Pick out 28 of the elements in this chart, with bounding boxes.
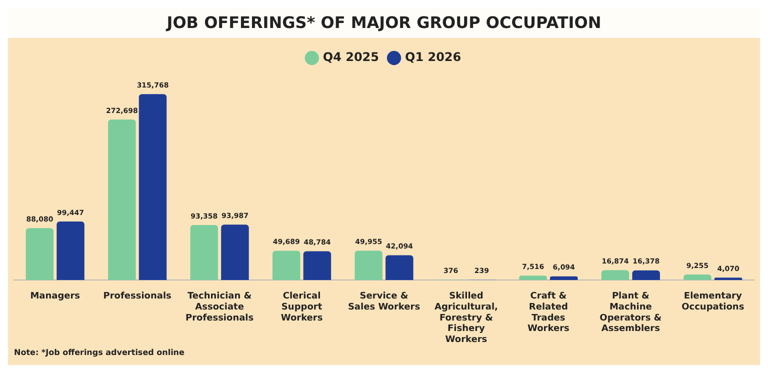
chart-title: JOB OFFERINGS* OF MAJOR GROUP OCCUPATION [8,8,760,38]
bar [26,228,54,280]
x-tick-label: Elementary Occupations [682,292,744,313]
x-tick-label: Technician & Associate Professionals [185,292,254,324]
bar [56,221,84,280]
x-tick-label: Skilled Agricultural, Forestry & Fishery Workers [434,292,498,345]
bar [221,224,249,280]
x-tick-label: Managers [30,292,80,302]
bar [138,94,167,280]
bar [632,270,660,280]
bar [684,274,712,280]
bar [272,250,300,280]
x-tick-label: Plant & Machine Operators & Assemblers [600,292,662,334]
legend-label: Q4 2025 [322,50,380,64]
bar [519,276,547,280]
legend-label: Q1 2026 [405,50,462,64]
bar [303,251,332,280]
bar [550,276,578,280]
bar [386,255,414,280]
text: Note: *Job offerings advertised online [13,348,186,357]
bar [190,225,218,280]
x-tick-label: Clerical Support Workers [280,292,323,324]
bar [354,250,382,280]
x-tick-label: Professionals [103,292,172,302]
bar [108,120,136,280]
x-tick-label: Craft & Related Trades Workers [528,292,570,334]
x-tick-label: Service & Sales Workers [348,292,420,313]
bar [601,270,630,280]
